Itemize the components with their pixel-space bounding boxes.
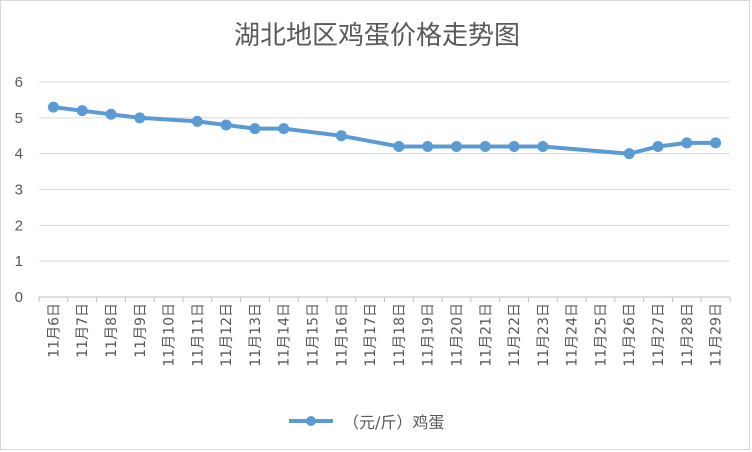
legend: （元/斤）鸡蛋 xyxy=(287,409,444,433)
y-tick-label: 6 xyxy=(15,74,23,91)
data-point xyxy=(76,105,88,117)
data-point xyxy=(508,141,520,152)
y-tick-label: 2 xyxy=(15,217,23,234)
x-tick-label: 11月27日 xyxy=(651,303,667,367)
data-point xyxy=(710,137,722,149)
legend-label: （元/斤）鸡蛋 xyxy=(343,413,445,432)
x-tick-label: 11月18日 xyxy=(392,303,408,367)
data-point xyxy=(191,115,203,127)
x-tick-label: 11月8日 xyxy=(104,303,120,358)
x-tick-label: 11月10日 xyxy=(162,303,178,367)
x-tick-label: 11月24日 xyxy=(565,303,581,367)
y-tick-label: 3 xyxy=(15,182,23,199)
data-point xyxy=(105,108,117,120)
y-tick-label: 5 xyxy=(15,110,23,127)
data-point xyxy=(450,141,462,152)
x-tick-label: 11月21日 xyxy=(478,303,494,367)
x-tick-label: 11月26日 xyxy=(622,303,638,367)
x-tick-label: 11月7日 xyxy=(75,303,91,358)
x-tick-label: 11月19日 xyxy=(421,303,437,367)
series-line xyxy=(53,105,716,156)
data-point xyxy=(335,130,347,142)
x-tick-label: 11月29日 xyxy=(709,303,725,367)
x-tick-label: 11月12日 xyxy=(219,303,235,367)
data-point xyxy=(681,137,693,149)
chart-title: 湖北地区鸡蛋价格走势图 xyxy=(233,21,520,51)
data-point xyxy=(623,148,635,160)
x-tick-label: 11月23日 xyxy=(536,303,552,367)
data-point xyxy=(652,141,664,152)
y-tick-label: 0 xyxy=(15,289,23,306)
x-tick-label: 11月13日 xyxy=(248,303,264,367)
x-tick-label: 11月22日 xyxy=(507,303,523,367)
gridlines xyxy=(39,81,730,262)
data-point xyxy=(249,123,261,135)
x-tick-label: 11月20日 xyxy=(449,303,465,367)
data-point xyxy=(537,141,549,152)
x-tick-label: 11月11日 xyxy=(190,303,206,367)
y-tick-labels: 0 1 2 3 4 5 6 xyxy=(15,74,23,306)
y-tick-label: 1 xyxy=(15,253,23,270)
data-point xyxy=(479,141,491,152)
data-point xyxy=(278,123,290,135)
x-tick-label: 11月6日 xyxy=(46,303,62,358)
legend-swatch xyxy=(289,416,333,426)
x-tick-label: 11月9日 xyxy=(133,303,149,358)
x-tick-label: 11月25日 xyxy=(593,303,609,367)
x-tick-label: 11月16日 xyxy=(334,303,350,367)
data-point xyxy=(134,112,146,124)
x-tick-label: 11月15日 xyxy=(306,303,322,367)
data-point xyxy=(393,141,405,152)
axes xyxy=(38,296,731,302)
x-tick-labels: 11月6日 11月7日 11月8日 11月9日 11月10日 11月11日 11月12日 11… xyxy=(46,303,724,367)
data-point xyxy=(220,119,232,131)
data-point xyxy=(47,101,59,113)
y-tick-label: 4 xyxy=(15,146,23,163)
x-tick-label: 11月28日 xyxy=(680,303,696,367)
x-tick-label: 11月14日 xyxy=(277,303,293,367)
data-point xyxy=(422,141,434,152)
series xyxy=(47,101,722,160)
x-tick-label: 11月17日 xyxy=(363,303,379,367)
